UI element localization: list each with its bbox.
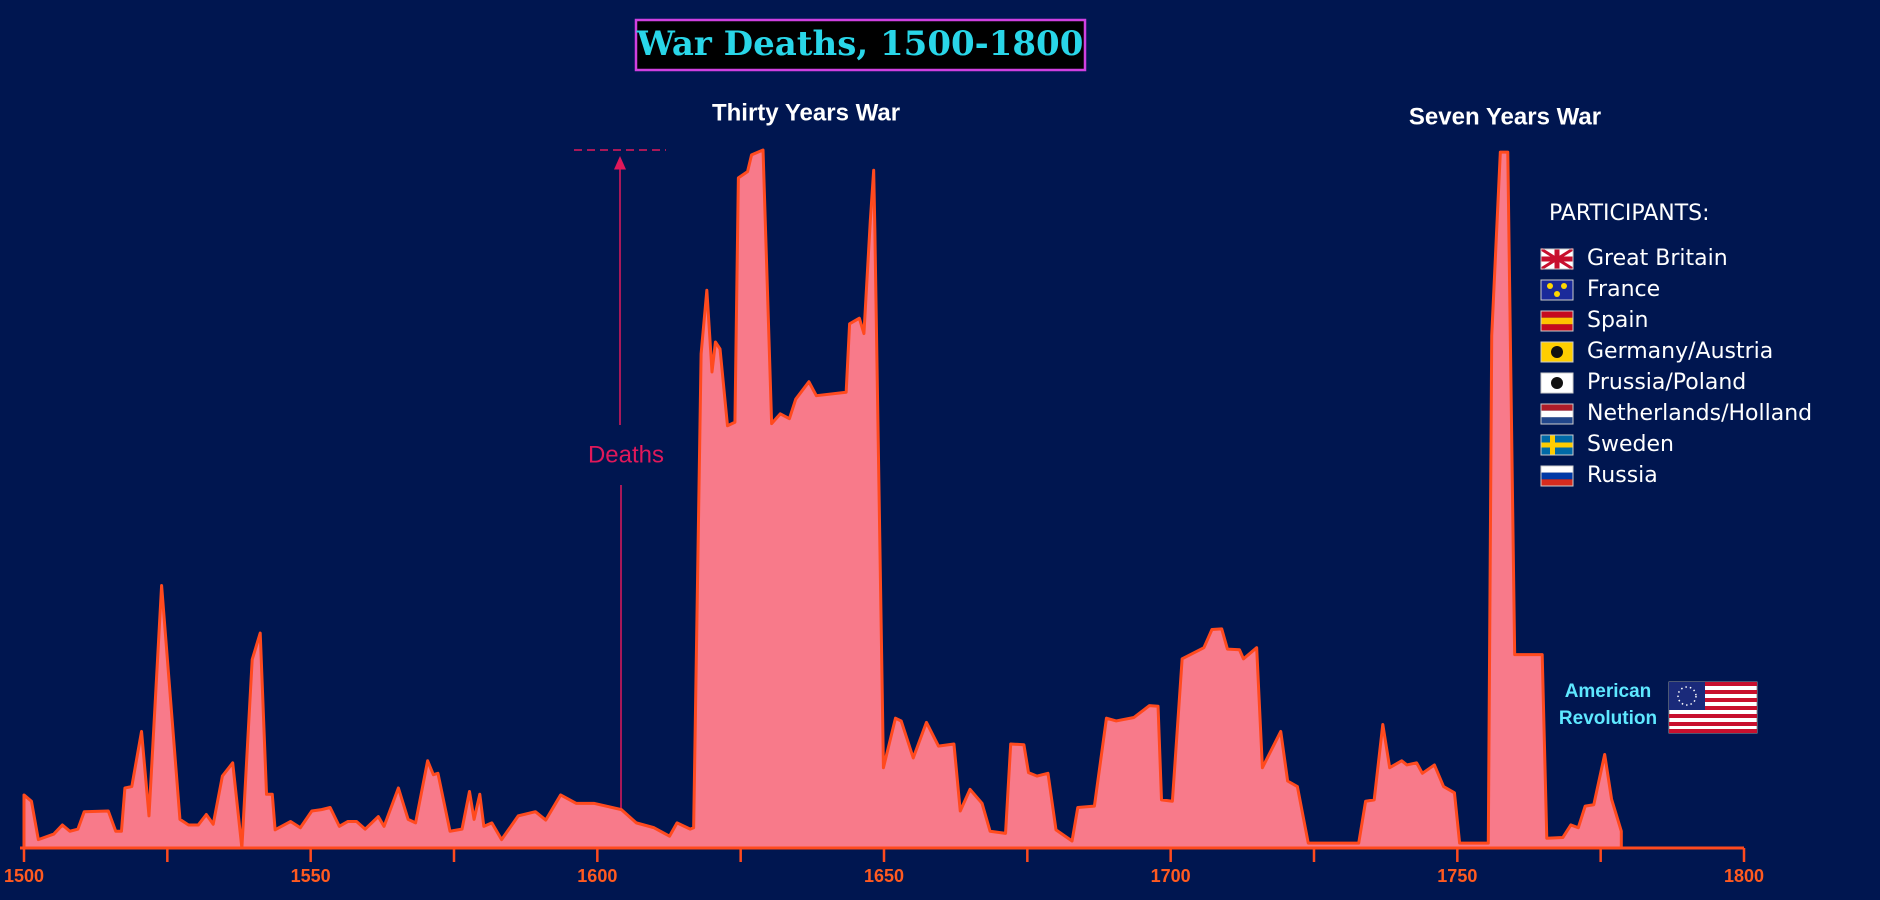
x-tick-label: 1550: [291, 866, 331, 886]
legend-entry: Netherlands/Holland: [1587, 401, 1812, 426]
annotation: Thirty Years War: [712, 99, 900, 126]
legend-entry: France: [1587, 277, 1660, 302]
annotation: American Revolution: [1558, 681, 1658, 729]
flag: [1540, 341, 1574, 363]
title-box: [634, 18, 1087, 72]
flag-stripe: [1541, 324, 1573, 331]
flag-stripe: [1541, 479, 1573, 486]
x-tick-label: 1500: [4, 866, 44, 886]
x-tick-label: 1650: [864, 866, 904, 886]
x-tick-label: 1750: [1437, 866, 1477, 886]
flag-lis: [1561, 283, 1567, 289]
flag-cross: [1541, 442, 1573, 448]
flag: [1540, 465, 1574, 487]
flag-stripe: [1541, 404, 1573, 411]
flag: [1540, 247, 1574, 271]
y-label: Deaths: [588, 441, 664, 468]
legend-entry: Russia: [1587, 463, 1658, 488]
flag-cross: [1541, 249, 1573, 269]
flag-stripe: [1541, 410, 1573, 418]
legend-entry: Great Britain: [1587, 246, 1728, 271]
flag-eagle: [1551, 377, 1563, 389]
annotation: Seven Years War: [1409, 103, 1601, 130]
flag: [1540, 279, 1574, 301]
flag-lis: [1547, 283, 1553, 289]
legend-entry: Prussia/Poland: [1587, 370, 1746, 395]
flag: [1540, 403, 1574, 425]
flag: [1540, 372, 1574, 394]
flag: [1540, 310, 1574, 332]
flag-eagle: [1551, 346, 1563, 358]
flag-border: [1540, 465, 1574, 487]
legend-entry: Germany/Austria: [1587, 339, 1773, 364]
flag-stripe: [1541, 317, 1573, 325]
us-flag: [1668, 681, 1758, 734]
flag-border: [1540, 372, 1574, 394]
flag-border: [1540, 279, 1574, 301]
flag-lis: [1554, 291, 1560, 297]
flag-stripe: [1541, 417, 1573, 424]
flag-stripe: [1541, 311, 1573, 318]
legend-entry: Sweden: [1587, 432, 1674, 457]
chart-title: War Deaths, 1500-1800: [636, 24, 1084, 64]
area: [22, 148, 1623, 850]
x-tick-label: 1700: [1151, 866, 1191, 886]
x-tick-label: 1800: [1724, 866, 1764, 886]
flag-border: [1540, 341, 1574, 363]
legend-title: PARTICIPANTS:: [1549, 201, 1710, 226]
flag-border: [1540, 248, 1574, 270]
x-tick-label: 1600: [577, 866, 617, 886]
flag-border: [1540, 310, 1574, 332]
flag: [1540, 434, 1574, 456]
legend-entry: Spain: [1587, 308, 1648, 333]
flag-border: [1540, 434, 1574, 456]
flag-stripe: [1541, 466, 1573, 473]
flag-stripe: [1541, 472, 1573, 480]
flag-border: [1540, 403, 1574, 425]
